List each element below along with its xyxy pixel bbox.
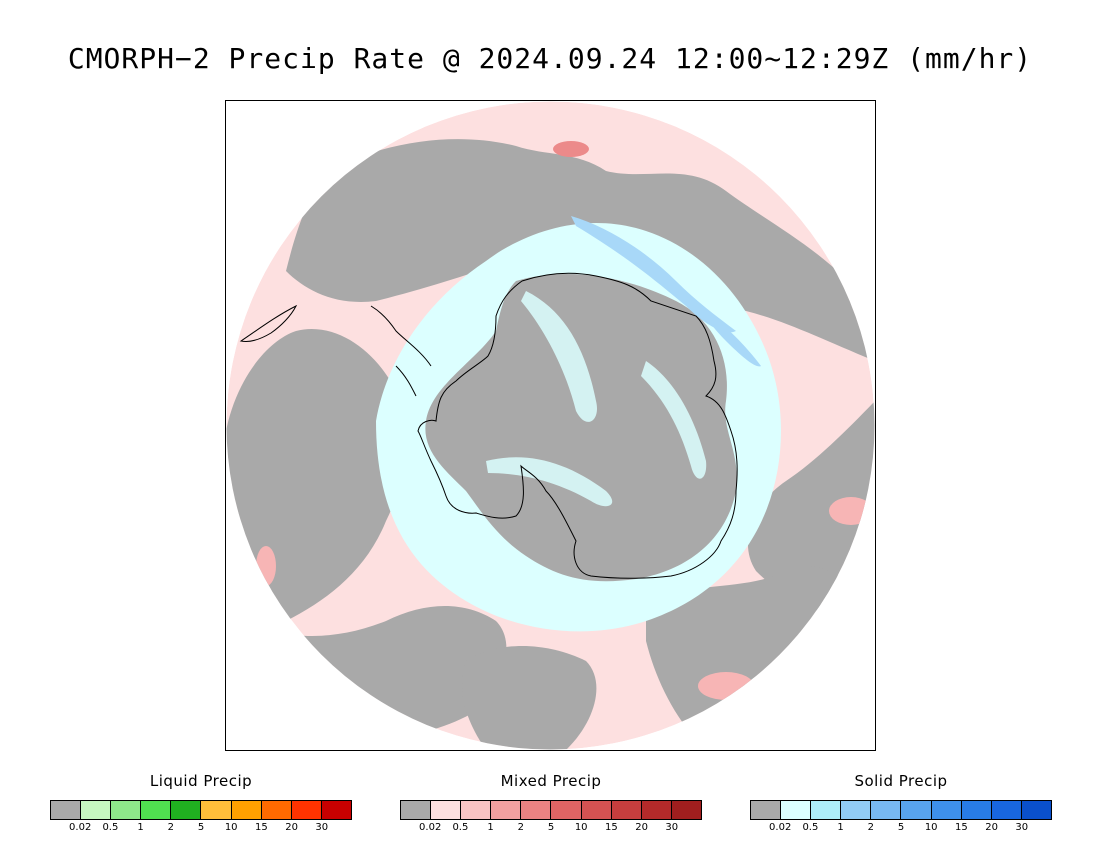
tick-liquid-3: 2 bbox=[167, 822, 174, 833]
swatch-solid-8 bbox=[991, 801, 1022, 819]
tick-solid-0: 0.02 bbox=[769, 822, 792, 833]
tick-liquid-1: 0.5 bbox=[102, 822, 119, 833]
mixed-heavy-spot-northeast bbox=[553, 141, 589, 157]
tick-liquid-4: 5 bbox=[197, 822, 205, 833]
swatch-solid-9 bbox=[1021, 801, 1051, 819]
tick-solid-7: 20 bbox=[985, 822, 998, 833]
legend-solid: Solid Precip 0.02 0.5 1 2 5 10 15 20 30 bbox=[750, 772, 1052, 836]
swatch-mixed-3 bbox=[491, 801, 522, 819]
swatch-solid-1 bbox=[781, 801, 812, 819]
chart-title: CMORPH−2 Precip Rate @ 2024.09.24 12:00~… bbox=[67, 42, 1033, 75]
swatch-liquid-0 bbox=[51, 801, 82, 819]
tick-solid-4: 5 bbox=[897, 822, 905, 833]
swatch-liquid-1 bbox=[81, 801, 112, 819]
swatch-liquid-4 bbox=[171, 801, 202, 819]
snow-band-2 bbox=[641, 361, 707, 479]
solid-moderate-band-north bbox=[571, 216, 736, 333]
swatch-mixed-9 bbox=[671, 801, 701, 819]
swatch-mixed-7 bbox=[611, 801, 642, 819]
swatch-mixed-2 bbox=[461, 801, 492, 819]
legend-title-solid: Solid Precip bbox=[854, 772, 948, 790]
tick-mixed-3: 2 bbox=[517, 822, 524, 833]
mixed-heavy-spot-southeast bbox=[698, 672, 754, 700]
antarctic-interior bbox=[425, 273, 737, 582]
tick-mixed-7: 20 bbox=[635, 822, 648, 833]
snow-band-3 bbox=[486, 457, 613, 507]
tick-solid-3: 2 bbox=[867, 822, 874, 833]
colorbar-solid bbox=[750, 800, 1052, 820]
swatch-liquid-2 bbox=[111, 801, 142, 819]
swatch-liquid-7 bbox=[261, 801, 292, 819]
swatch-mixed-0 bbox=[401, 801, 432, 819]
tick-mixed-5: 10 bbox=[574, 822, 588, 833]
tick-liquid-0: 0.02 bbox=[69, 822, 92, 833]
solid-moderate-band-east bbox=[704, 311, 761, 367]
tick-liquid-5: 10 bbox=[224, 822, 238, 833]
antarctic-peninsula bbox=[370, 305, 432, 397]
legend-liquid: Liquid Precip 0.02 0.5 1 2 5 10 15 20 30 bbox=[50, 772, 352, 836]
swatch-liquid-9 bbox=[321, 801, 351, 819]
swatch-solid-3 bbox=[841, 801, 872, 819]
swatch-mixed-5 bbox=[551, 801, 582, 819]
swatch-solid-6 bbox=[931, 801, 962, 819]
tick-mixed-4: 5 bbox=[547, 822, 555, 833]
swatch-solid-4 bbox=[871, 801, 902, 819]
antarctica-coastline bbox=[417, 272, 738, 579]
swatch-mixed-1 bbox=[431, 801, 462, 819]
mixed-moderate-spot-west bbox=[256, 546, 276, 586]
tick-mixed-8: 30 bbox=[665, 822, 679, 833]
tick-solid-8: 30 bbox=[1015, 822, 1029, 833]
tick-liquid-2: 1 bbox=[137, 822, 144, 833]
mixed-heavy-spot-east bbox=[829, 497, 873, 525]
tick-mixed-2: 1 bbox=[487, 822, 494, 833]
tick-solid-5: 10 bbox=[924, 822, 938, 833]
swatch-mixed-8 bbox=[641, 801, 672, 819]
tick-solid-6: 15 bbox=[955, 822, 968, 833]
colorbar-liquid bbox=[50, 800, 352, 820]
tick-mixed-1: 0.5 bbox=[452, 822, 469, 833]
tick-solid-1: 0.5 bbox=[802, 822, 819, 833]
swatch-liquid-8 bbox=[291, 801, 322, 819]
map-frame bbox=[225, 100, 876, 751]
colorbar-mixed bbox=[400, 800, 702, 820]
swatch-solid-2 bbox=[811, 801, 842, 819]
ticks-solid: 0.02 0.5 1 2 5 10 15 20 30 bbox=[750, 822, 1052, 836]
tick-liquid-7: 20 bbox=[285, 822, 298, 833]
swatch-solid-5 bbox=[901, 801, 932, 819]
swatch-liquid-6 bbox=[231, 801, 262, 819]
ticks-mixed: 0.02 0.5 1 2 5 10 15 20 30 bbox=[400, 822, 702, 836]
tick-liquid-8: 30 bbox=[315, 822, 329, 833]
swatch-solid-7 bbox=[961, 801, 992, 819]
tick-mixed-0: 0.02 bbox=[419, 822, 442, 833]
snow-band-1 bbox=[521, 291, 597, 422]
map-disk bbox=[226, 101, 875, 750]
ticks-liquid: 0.02 0.5 1 2 5 10 15 20 30 bbox=[50, 822, 352, 836]
swatch-mixed-6 bbox=[581, 801, 612, 819]
polar-precip-map bbox=[226, 101, 875, 750]
south-america-tip bbox=[239, 304, 298, 342]
tick-mixed-6: 15 bbox=[605, 822, 618, 833]
no-precip-region-south bbox=[462, 646, 597, 750]
legend-title-liquid: Liquid Precip bbox=[149, 772, 253, 790]
legend-mixed: Mixed Precip 0.02 0.5 1 2 5 10 15 20 30 bbox=[400, 772, 702, 836]
tick-liquid-6: 15 bbox=[255, 822, 268, 833]
swatch-liquid-5 bbox=[201, 801, 232, 819]
tick-solid-2: 1 bbox=[837, 822, 844, 833]
swatch-liquid-3 bbox=[141, 801, 172, 819]
legend-title-mixed: Mixed Precip bbox=[500, 772, 602, 790]
no-precip-region-west bbox=[226, 329, 405, 621]
swatch-mixed-4 bbox=[521, 801, 552, 819]
swatch-solid-0 bbox=[751, 801, 782, 819]
